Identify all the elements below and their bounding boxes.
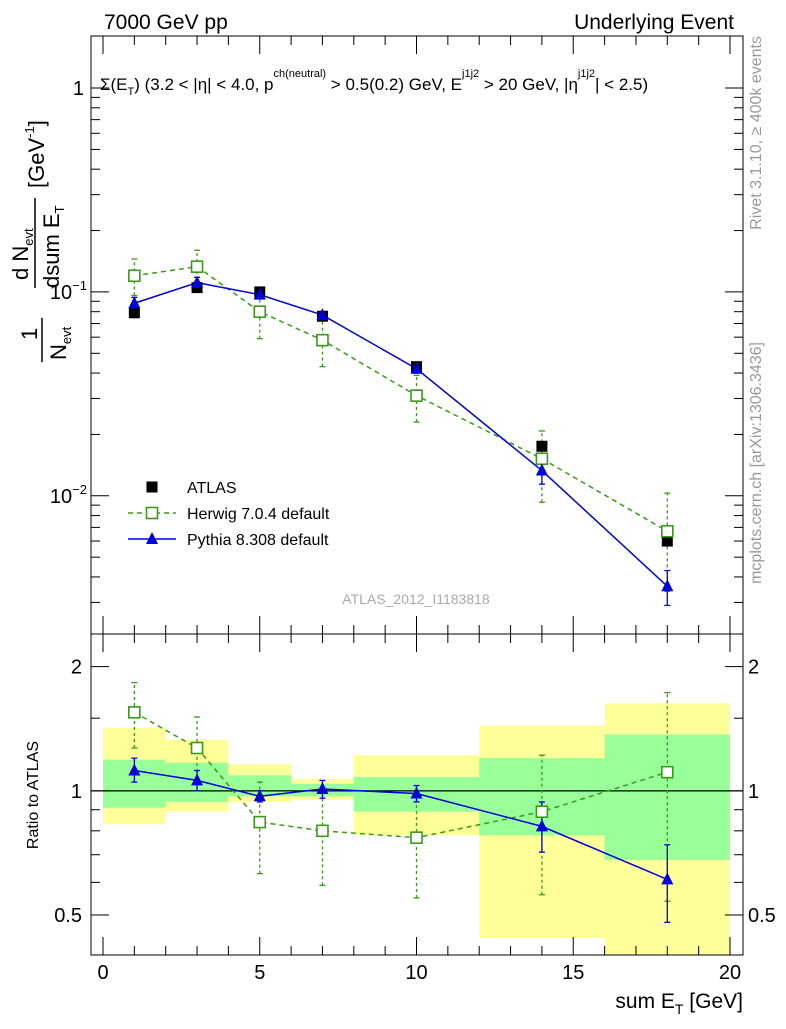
ratio-herwig-point	[410, 831, 423, 844]
legend: ATLAS Herwig 7.0.4 default Pythia 8.308 de…	[128, 480, 330, 549]
watermark: ATLAS_2012_I1183818	[342, 591, 490, 607]
ratio-ytick-label-right: 2	[748, 657, 759, 679]
main-herwig-point	[128, 269, 141, 283]
ratio-herwig-point	[535, 805, 549, 819]
main-atlas-point	[128, 307, 140, 319]
main-herwig-point	[190, 260, 204, 273]
ratio-herwig-point	[128, 706, 141, 719]
main-herwig-point	[410, 389, 423, 402]
main-markers	[128, 260, 674, 592]
main-pythia-point	[316, 308, 329, 321]
ratio-ticks: 0.5 0.51 12 20 5 10 15 20	[54, 634, 776, 984]
main-ticks: 10−2 10−1 1	[50, 36, 743, 634]
header-right: Underlying Event	[574, 11, 734, 34]
ratio-ytick-label-right: 1	[748, 781, 759, 803]
svg-text:1: 1	[17, 328, 42, 340]
xtick-label: 5	[254, 962, 265, 984]
svg-text:d Nevt: d Nevt	[8, 228, 36, 280]
legend-herwig-label: Herwig 7.0.4 default	[187, 506, 330, 523]
legend-pythia-label: Pythia 8.308 default	[187, 532, 329, 549]
main-pythia-point	[128, 296, 141, 309]
svg-text:Nevt: Nevt	[46, 326, 74, 360]
x-axis-label: sum ET [GeV]	[615, 990, 743, 1017]
main-herwig-point	[253, 305, 267, 318]
main-pythia-point	[535, 463, 548, 476]
main-ylabel: 1 Nevt d Nevt dsum ET [GeV-1]	[8, 120, 74, 362]
main-atlas-point	[661, 535, 673, 547]
ratio-ytick-label: 2	[71, 657, 82, 679]
xtick-label: 10	[405, 962, 427, 984]
main-ytick-label: 10−1	[50, 278, 87, 304]
svg-text:[GeV-1]: [GeV-1]	[22, 120, 49, 188]
main-pythia-point	[191, 275, 204, 288]
xtick-label: 20	[719, 962, 741, 984]
svg-text:dsum ET: dsum ET	[39, 205, 67, 288]
main-ytick-label: 1	[73, 78, 84, 100]
ratio-ytick-label: 0.5	[54, 905, 82, 927]
legend-pythia-marker	[146, 532, 158, 544]
main-title: Σ(ET) (3.2 < |η| < 4.0, pch(neutral) > 0…	[100, 68, 648, 98]
legend-herwig-marker	[145, 506, 159, 520]
main-ytick-label: 10−2	[50, 482, 87, 508]
main-pythia-point	[253, 287, 266, 300]
ratio-markers	[128, 706, 674, 885]
ratio-herwig-point	[660, 765, 674, 779]
ratio-pythia-point	[661, 872, 674, 885]
main-herwig-point	[316, 333, 329, 347]
ratio-herwig-point	[190, 741, 204, 755]
ratio-ylabel: Ratio to ATLAS	[25, 741, 42, 849]
ratio-pythia-point	[191, 773, 204, 786]
ratio-pythia-point	[535, 819, 548, 832]
ratio-ytick-label: 1	[71, 781, 82, 803]
legend-atlas-label: ATLAS	[187, 480, 237, 497]
legend-atlas-marker	[146, 481, 158, 493]
main-error-bars	[131, 249, 671, 607]
ratio-ytick-label-right: 0.5	[748, 905, 776, 927]
ratio-pythia-point	[253, 789, 266, 802]
main-pythia-point	[661, 579, 674, 592]
mcplots-label: mcplots.cern.ch [arXiv:1306.3436]	[748, 342, 765, 584]
main-herwig-point	[660, 524, 674, 538]
xtick-label: 15	[562, 962, 584, 984]
ratio-pythia-point	[410, 786, 423, 799]
rivet-label: Rivet 3.1.10, ≥ 400k events	[748, 36, 765, 230]
xtick-label: 0	[97, 962, 108, 984]
main-pythia-point	[410, 361, 423, 374]
ratio-herwig-point	[316, 824, 329, 838]
header-left: 7000 GeV pp	[104, 11, 228, 34]
main-herwig-point	[535, 452, 549, 466]
ratio-pythia-point	[128, 763, 141, 776]
ratio-pythia-point	[316, 782, 329, 795]
ratio-herwig-point	[253, 815, 267, 829]
main-atlas-point	[536, 440, 548, 452]
